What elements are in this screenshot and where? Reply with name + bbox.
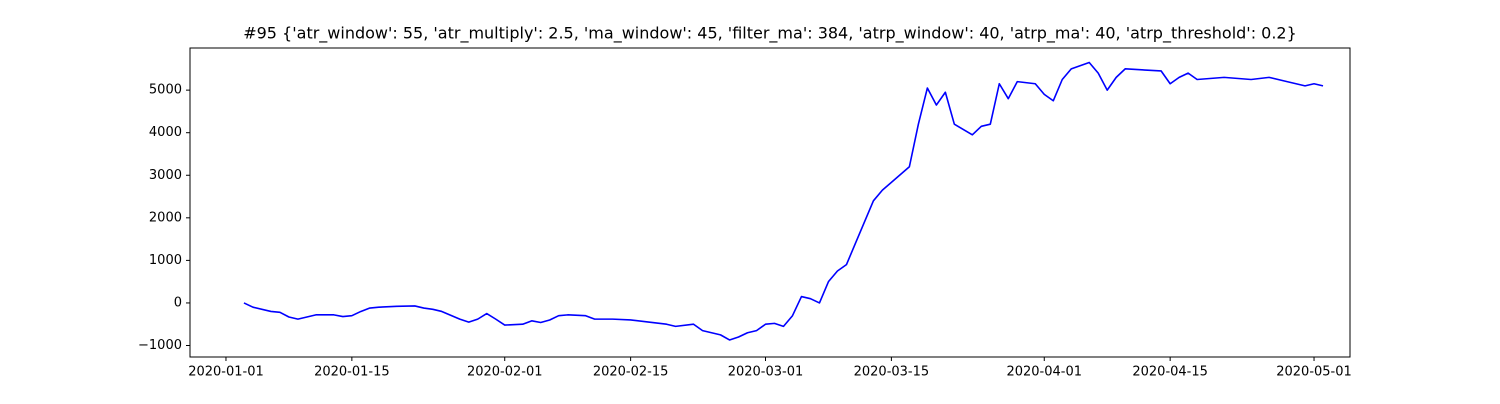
y-tick-label: 5000 [149,83,182,98]
y-tick-label: 0 [174,295,182,310]
x-tick-label: 2020-03-01 [728,365,804,380]
x-tick-label: 2020-04-15 [1132,365,1208,380]
y-tick-label: 1000 [149,253,182,268]
x-tick-label: 2020-02-01 [467,365,543,380]
x-tick-label: 2020-01-01 [188,365,264,380]
y-tick-label: −1000 [138,338,182,353]
y-tick-label: 4000 [149,125,182,140]
axes-frame [189,47,1351,358]
x-tick-label: 2020-02-15 [593,365,669,380]
x-tick-label: 2020-03-15 [854,365,930,380]
y-tick-label: 3000 [149,168,182,183]
x-tick-label: 2020-01-15 [314,365,390,380]
x-tick-label: 2020-05-01 [1276,365,1352,380]
chart-title: #95 {'atr_window': 55, 'atr_multiply': 2… [243,24,1297,44]
x-tick-label: 2020-04-01 [1006,365,1082,380]
line [243,61,1324,341]
y-tick-label: 2000 [149,210,182,225]
